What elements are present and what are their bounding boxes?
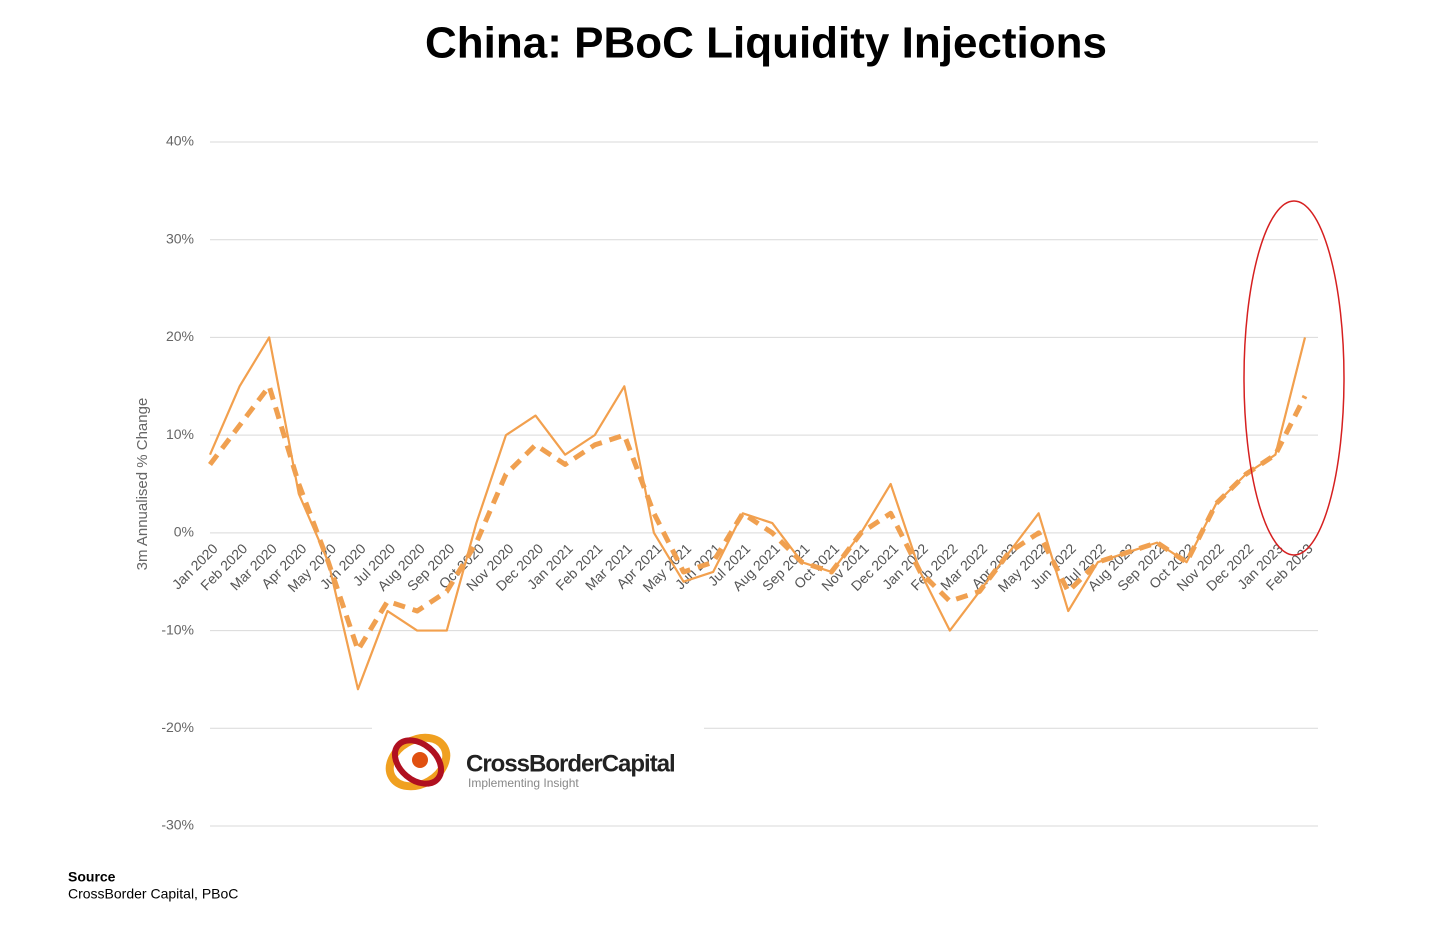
y-tick-label: 10% xyxy=(166,426,194,442)
y-tick-label: -30% xyxy=(161,817,194,833)
data-line xyxy=(208,336,1307,691)
source-text: CrossBorder Capital, PBoC xyxy=(68,886,238,902)
y-tick-label: -20% xyxy=(161,719,194,735)
source-heading: Source xyxy=(68,869,116,885)
y-axis-label: 3m Annualised % Change xyxy=(134,398,151,571)
y-tick-label: -10% xyxy=(161,621,194,637)
y-tick-label: 20% xyxy=(166,328,194,344)
trend-line xyxy=(208,383,1308,653)
logo-name: CrossBorderCapital xyxy=(466,750,675,777)
y-tick-label: 0% xyxy=(174,524,194,540)
logo-icon xyxy=(385,733,451,791)
logo-tagline: Implementing Insight xyxy=(468,776,579,790)
chart-title: China: PBoC Liquidity Injections xyxy=(425,19,1107,68)
y-tick-label: 30% xyxy=(166,230,194,246)
y-tick-label: 40% xyxy=(166,133,194,149)
highlight-ellipse xyxy=(1243,200,1345,556)
